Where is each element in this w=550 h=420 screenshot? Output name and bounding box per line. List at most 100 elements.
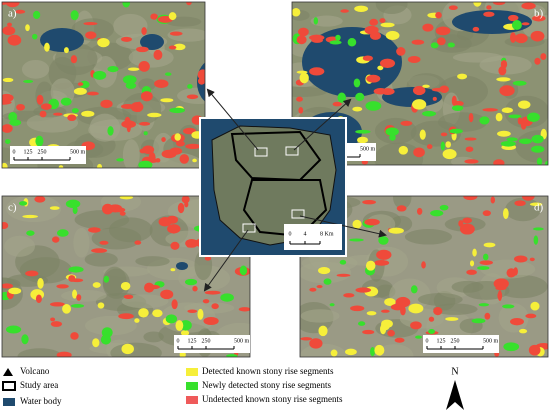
stony-rise: [23, 79, 34, 83]
stony-rise: [124, 116, 131, 127]
stony-rise: [107, 126, 114, 136]
stony-rise: [388, 227, 404, 234]
stony-rise: [493, 278, 509, 289]
stony-rise: [175, 320, 184, 332]
stony-rise: [60, 97, 72, 106]
stony-rise: [385, 30, 400, 40]
stony-rise: [528, 344, 541, 356]
stony-rise: [421, 261, 426, 269]
stony-rise: [513, 255, 528, 263]
stony-rise: [8, 287, 22, 295]
stony-rise: [83, 21, 98, 26]
scale-label: 0: [13, 149, 16, 155]
stony-rise: [138, 61, 150, 72]
stony-rise: [329, 40, 342, 45]
stony-rise: [366, 311, 377, 316]
water-symbol: [3, 398, 15, 406]
stony-rise: [500, 140, 516, 147]
stony-rise: [238, 307, 250, 312]
stony-rise: [422, 110, 437, 117]
stony-rise: [86, 91, 99, 96]
stony-rise: [298, 27, 309, 37]
stony-rise: [7, 22, 12, 27]
scale-label: 500 m: [360, 146, 376, 152]
stony-rise: [495, 112, 503, 122]
stony-rise: [362, 200, 377, 205]
panel-frame: [1, 195, 251, 358]
stony-rise: [184, 278, 198, 286]
stony-rise: [381, 309, 390, 313]
texture: [300, 309, 340, 323]
stony-rise: [439, 204, 449, 211]
stony-rise: [442, 149, 457, 160]
stony-rise: [211, 303, 219, 310]
texture: [84, 252, 118, 267]
stony-rise: [93, 70, 107, 80]
stony-rise: [68, 266, 84, 273]
stony-rise: [440, 141, 445, 151]
texture: [433, 303, 478, 315]
stony-rise: [495, 286, 507, 291]
stony-rise: [136, 46, 149, 53]
stony-rise: [366, 74, 381, 83]
detected-symbol: [186, 368, 198, 376]
stony-rise: [127, 67, 140, 71]
stony-rise: [369, 18, 379, 26]
stony-rise: [365, 260, 376, 271]
undetected-symbol: [186, 396, 198, 404]
texture: [121, 294, 169, 309]
stony-rise: [169, 107, 186, 114]
stony-rise: [122, 2, 130, 8]
legend-label: Study area: [20, 380, 58, 390]
texture: [143, 331, 164, 343]
stony-rise: [519, 138, 532, 145]
stony-rise: [394, 337, 405, 343]
scale-box: [284, 224, 342, 250]
stony-rise: [161, 137, 166, 143]
legend-label: Detected known stony rise segments: [202, 366, 334, 376]
stony-rise: [468, 112, 474, 123]
texture: [128, 47, 174, 68]
stony-rise: [204, 290, 221, 295]
stony-rise: [118, 313, 134, 320]
stony-rise: [123, 294, 134, 299]
texture: [122, 139, 140, 168]
stony-rise: [22, 214, 38, 219]
stony-rise: [355, 92, 365, 102]
stony-rise: [379, 18, 386, 24]
stony-rise: [355, 287, 372, 293]
stony-rise: [239, 265, 248, 276]
texture: [74, 210, 130, 230]
stony-rise: [296, 70, 308, 74]
stony-rise: [168, 45, 177, 50]
stony-rise: [97, 38, 110, 48]
stony-rise: [51, 236, 60, 243]
stony-rise: [477, 266, 490, 270]
stony-rise: [483, 11, 495, 17]
stony-rise: [136, 101, 143, 113]
texture: [410, 120, 462, 147]
stony-rise: [62, 304, 72, 314]
stony-rise: [309, 34, 325, 41]
stony-rise: [37, 278, 44, 289]
stony-rise: [299, 72, 309, 84]
stony-rise: [422, 84, 430, 88]
stony-rise: [53, 112, 63, 116]
panel-frame: [299, 195, 549, 358]
stony-rise: [296, 35, 307, 45]
stony-rise: [92, 282, 101, 288]
stony-rise: [169, 147, 183, 155]
stony-rise: [300, 337, 313, 341]
stony-rise: [36, 94, 44, 105]
stony-rise: [479, 116, 490, 125]
stony-rise: [160, 289, 174, 300]
stony-rise: [380, 22, 395, 28]
north-arrow: [446, 380, 464, 410]
stony-rise: [148, 152, 156, 163]
stony-rise: [520, 119, 527, 130]
scale-label: 125: [188, 338, 197, 344]
scale-label: 0: [177, 338, 180, 344]
stony-rise: [502, 304, 515, 309]
stony-rise: [142, 145, 155, 154]
stony-rise: [410, 321, 422, 330]
